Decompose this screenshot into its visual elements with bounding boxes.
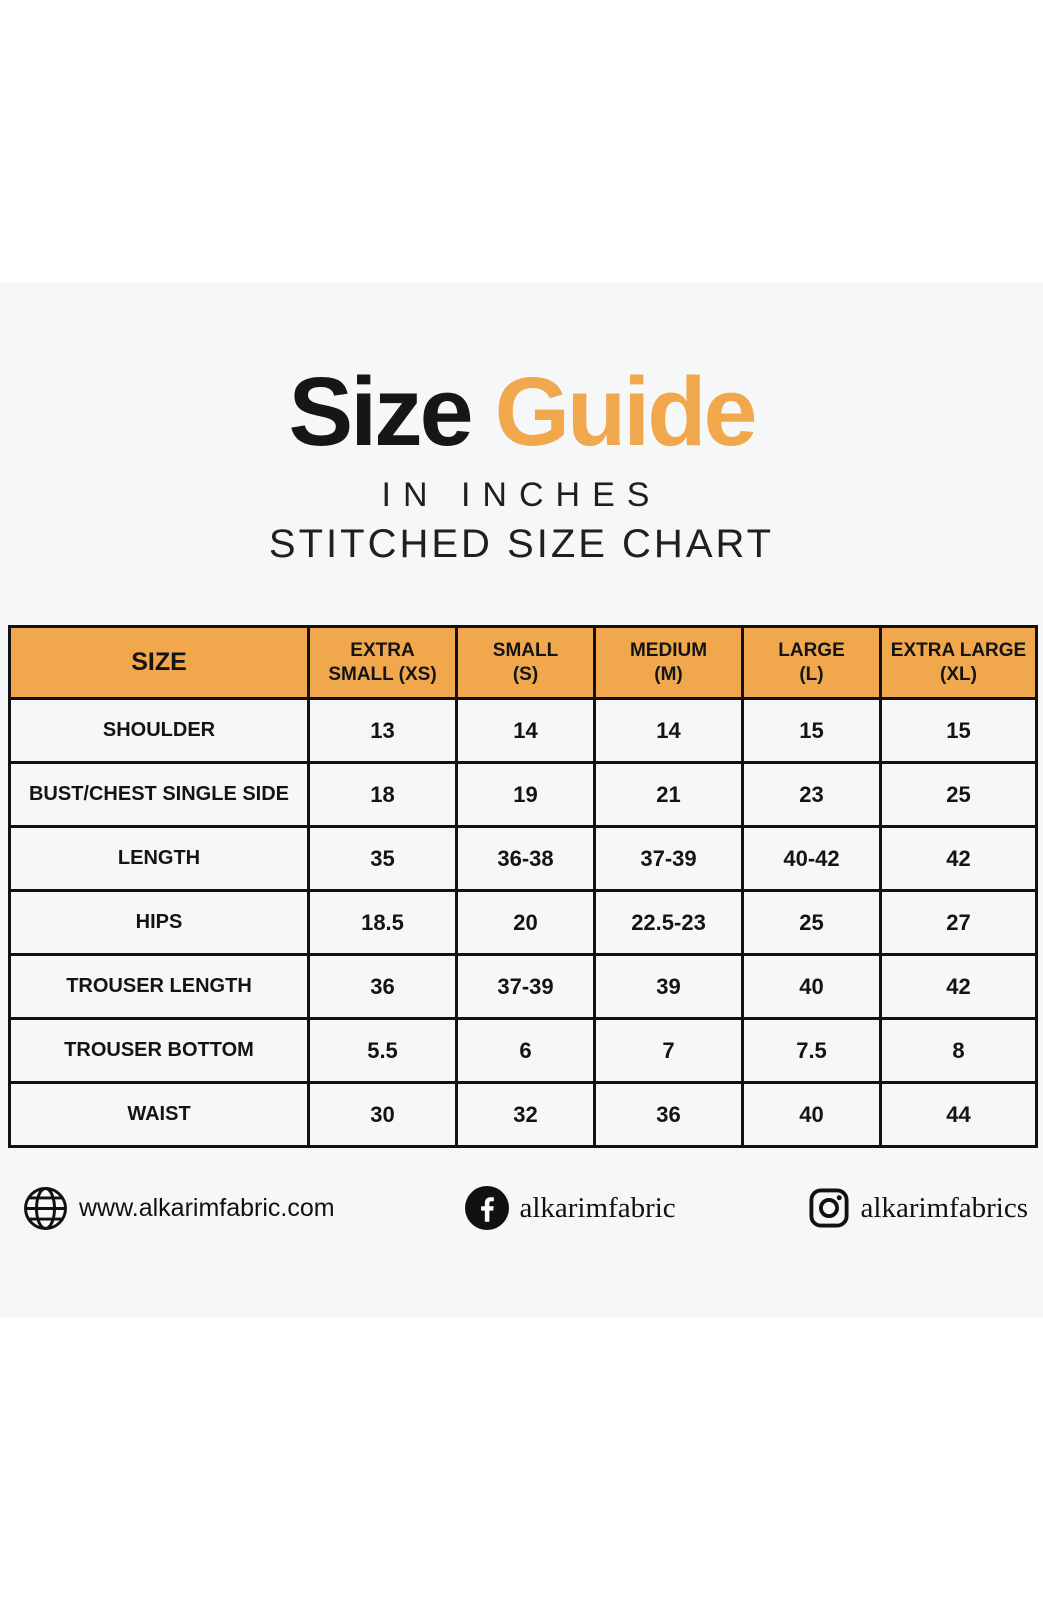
column-header-small: SMALL (S)	[455, 625, 596, 700]
column-header-label: (M)	[654, 663, 683, 685]
column-header-large: LARGE (L)	[741, 625, 882, 700]
row-label: HIPS	[8, 889, 310, 956]
column-header-medium: MEDIUM (M)	[593, 625, 744, 700]
size-value-cell: 8	[879, 1017, 1038, 1084]
row-label: TROUSER BOTTOM	[8, 1017, 310, 1084]
size-value-cell: 18	[307, 761, 458, 828]
size-value-cell: 30	[307, 1081, 458, 1148]
size-value-cell: 19	[455, 761, 596, 828]
column-header-label: (S)	[512, 663, 539, 685]
column-header-size: SIZE	[8, 625, 310, 700]
row-label: WAIST	[8, 1081, 310, 1148]
size-value-cell: 42	[879, 825, 1038, 892]
size-value-cell: 25	[879, 761, 1038, 828]
row-label: SHOULDER	[8, 697, 310, 764]
column-header-label: EXTRA LARGE	[890, 639, 1027, 661]
row-label: TROUSER LENGTH	[8, 953, 310, 1020]
size-value-cell: 25	[741, 889, 882, 956]
size-value-cell: 42	[879, 953, 1038, 1020]
column-header-label: SMALL	[492, 639, 559, 661]
title-word-guide: Guide	[494, 357, 758, 466]
column-header-label: LARGE	[778, 639, 845, 661]
instagram-handle: alkarimfabrics	[860, 1191, 1028, 1224]
size-value-cell: 23	[741, 761, 882, 828]
column-header-label: EXTRA	[350, 639, 415, 661]
size-value-cell: 40	[741, 953, 882, 1020]
table-row-trouser-length: TROUSER LENGTH 36 37-39 39 40 42	[8, 953, 1038, 1020]
subtitle-stitched-size-chart: STITCHED SIZE CHART	[268, 521, 775, 566]
size-value-cell: 40	[741, 1081, 882, 1148]
table-row-bust-chest: BUST/CHEST SINGLE SIDE 18 19 21 23 25	[8, 761, 1038, 828]
footer: www.alkarimfabric.com alkarimfabric alka…	[0, 1178, 1043, 1238]
table-row-shoulder: SHOULDER 13 14 14 15 15	[8, 697, 1038, 764]
size-value-cell: 36-38	[455, 825, 596, 892]
table-header-row: SIZE EXTRA SMALL (XS) SMALL (S) MEDIUM (…	[8, 625, 1038, 700]
table-row-hips: HIPS 18.5 20 22.5-23 25 27	[8, 889, 1038, 956]
size-value-cell: 5.5	[307, 1017, 458, 1084]
size-value-cell: 21	[593, 761, 744, 828]
column-header-label: SIZE	[131, 647, 187, 676]
table-row-waist: WAIST 30 32 36 40 44	[8, 1081, 1038, 1148]
size-value-cell: 39	[593, 953, 744, 1020]
size-value-cell: 20	[455, 889, 596, 956]
size-value-cell: 13	[307, 697, 458, 764]
size-value-cell: 6	[455, 1017, 596, 1084]
size-value-cell: 22.5-23	[593, 889, 744, 956]
size-value-cell: 14	[455, 697, 596, 764]
instagram-icon	[807, 1186, 851, 1230]
size-value-cell: 35	[307, 825, 458, 892]
row-label: LENGTH	[8, 825, 310, 892]
size-value-cell: 27	[879, 889, 1038, 956]
size-value-cell: 32	[455, 1081, 596, 1148]
column-header-extra-large: EXTRA LARGE (XL)	[879, 625, 1038, 700]
column-header-label: MEDIUM	[629, 639, 708, 661]
page-title: Size Guide	[0, 362, 1043, 462]
subtitle-in-inches: IN INCHES	[381, 475, 662, 514]
globe-icon	[22, 1185, 69, 1232]
size-chart-table: SIZE EXTRA SMALL (XS) SMALL (S) MEDIUM (…	[8, 625, 1038, 1148]
size-value-cell: 37-39	[593, 825, 744, 892]
size-value-cell: 36	[593, 1081, 744, 1148]
size-value-cell: 15	[741, 697, 882, 764]
column-header-label: (XL)	[940, 663, 977, 685]
row-label: BUST/CHEST SINGLE SIDE	[8, 761, 310, 828]
facebook-icon	[465, 1186, 510, 1230]
size-value-cell: 44	[879, 1081, 1038, 1148]
facebook-handle: alkarimfabric	[519, 1191, 676, 1224]
website-url: www.alkarimfabric.com	[79, 1193, 335, 1222]
column-header-label: (L)	[799, 663, 824, 685]
facebook-item: alkarimfabric	[465, 1186, 676, 1230]
size-value-cell: 37-39	[455, 953, 596, 1020]
size-value-cell: 36	[307, 953, 458, 1020]
website-item: www.alkarimfabric.com	[22, 1185, 335, 1232]
instagram-item: alkarimfabrics	[807, 1186, 1028, 1230]
size-value-cell: 15	[879, 697, 1038, 764]
column-header-label: SMALL (XS)	[328, 663, 437, 685]
size-value-cell: 7.5	[741, 1017, 882, 1084]
column-header-extra-small: EXTRA SMALL (XS)	[307, 625, 458, 700]
size-value-cell: 40-42	[741, 825, 882, 892]
size-value-cell: 14	[593, 697, 744, 764]
title-word-size: Size	[288, 357, 474, 466]
size-value-cell: 18.5	[307, 889, 458, 956]
table-row-length: LENGTH 35 36-38 37-39 40-42 42	[8, 825, 1038, 892]
size-value-cell: 7	[593, 1017, 744, 1084]
title-block: Size Guide IN INCHES STITCHED SIZE CHART	[0, 362, 1043, 567]
table-row-trouser-bottom: TROUSER BOTTOM 5.5 6 7 7.5 8	[8, 1017, 1038, 1084]
